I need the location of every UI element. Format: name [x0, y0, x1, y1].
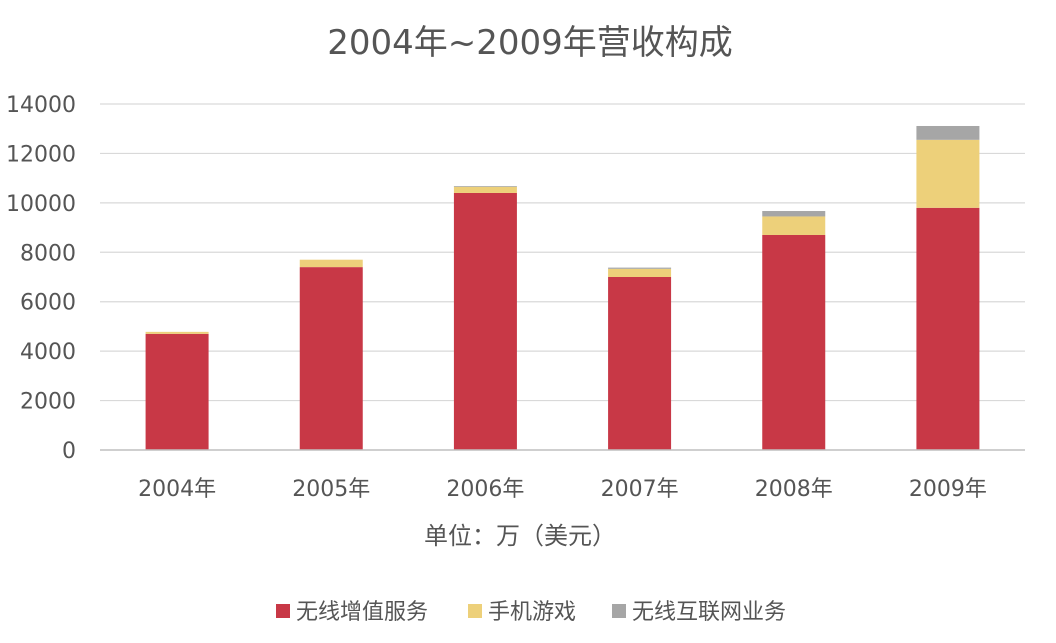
- legend: 无线增值服务 手机游戏 无线互联网业务: [276, 600, 786, 625]
- y-tick-label: 8000: [20, 241, 76, 266]
- legend-label: 手机游戏: [488, 600, 576, 625]
- y-axis-tick-labels: 0 2000 4000 6000 8000 10000 12000 14000: [6, 93, 76, 464]
- bar-1-3: [453, 192, 517, 450]
- y-tick-label: 10000: [6, 192, 76, 217]
- y-tick-label: 0: [62, 439, 76, 464]
- y-tick-label: 4000: [20, 340, 76, 365]
- gridlines: [100, 103, 1025, 402]
- bar-2-3: [453, 186, 517, 193]
- x-tick-label: 2005年: [292, 477, 370, 502]
- x-tick-label: 2007年: [601, 477, 679, 502]
- y-tick-label: 12000: [6, 142, 76, 167]
- bar-2-1: [145, 331, 209, 334]
- bar-2-5: [762, 216, 826, 235]
- legend-label: 无线增值服务: [296, 600, 428, 625]
- bar-3-6: [916, 125, 980, 140]
- y-tick-label: 6000: [20, 291, 76, 316]
- legend-swatch: [276, 604, 290, 618]
- bar-1-1: [145, 333, 209, 450]
- y-tick-label: 2000: [20, 390, 76, 415]
- legend-swatch: [612, 604, 626, 618]
- bar-2-2: [299, 259, 363, 268]
- bar-2-4: [608, 268, 672, 277]
- legend-label: 无线互联网业务: [632, 600, 786, 625]
- bars: [145, 125, 980, 450]
- bar-1-5: [762, 234, 826, 450]
- bar-1-6: [916, 207, 980, 450]
- x-tick-label: 2006年: [446, 477, 524, 502]
- x-tick-label: 2009年: [909, 477, 987, 502]
- x-tick-label: 2008年: [755, 477, 833, 502]
- bar-1-2: [299, 267, 363, 450]
- bar-3-3: [453, 186, 517, 187]
- legend-swatch: [468, 604, 482, 618]
- x-axis-tick-labels: 2004年 2005年 2006年 2007年 2008年 2009年: [138, 477, 987, 502]
- x-axis-label: 单位：万（美元）: [424, 522, 616, 550]
- bar-2-6: [916, 139, 980, 208]
- bar-1-4: [608, 277, 672, 450]
- bar-3-5: [762, 211, 826, 217]
- y-tick-label: 14000: [6, 93, 76, 118]
- x-tick-label: 2004年: [138, 477, 216, 502]
- chart-title: 2004年~2009年营收构成: [327, 23, 733, 63]
- bar-3-4: [608, 267, 672, 269]
